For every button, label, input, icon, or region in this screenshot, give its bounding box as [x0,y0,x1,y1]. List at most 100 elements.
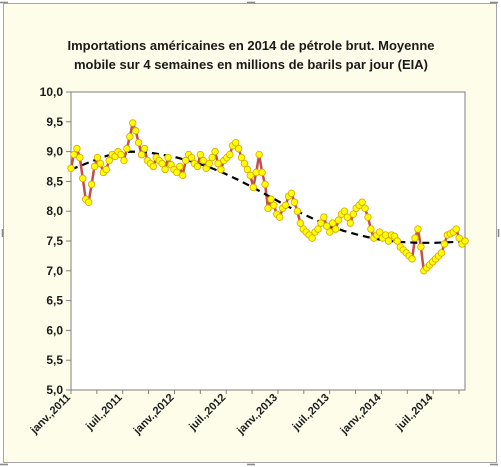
data-point [328,219,337,227]
data-point [120,156,128,165]
x-axis: janv.,2011 juil.,2011 janv.,2012 juil.,2012… [28,390,460,438]
data-point [384,237,393,245]
x-tick-label: janv.,2014 [338,391,384,437]
data-point [255,150,263,159]
data-point [102,165,110,174]
data-point [376,228,384,236]
data-point [187,153,196,162]
data-point [173,168,181,177]
y-tick-label: 7,0 [46,264,63,278]
x-tick-label: janv.,2011 [28,392,73,437]
data-point [246,171,255,180]
y-tick-label: 8,5 [46,174,63,188]
x-tick-label: juil.,2014 [393,391,436,434]
x-tick-label: juil.,2013 [290,392,332,434]
data-point [358,198,366,206]
data-point [308,234,316,242]
chart-title-line: Importations américaines en 2014 de pétr… [68,38,435,53]
data-point [361,204,369,212]
resize-handle-bottom[interactable] [247,463,255,466]
data-point [264,204,272,212]
data-point [261,180,269,189]
resize-handle-top-right[interactable] [490,1,498,4]
y-tick-label: 9,5 [46,115,63,129]
data-point [349,210,357,218]
data-point [214,159,222,168]
data-point [196,150,205,159]
data-point [90,162,99,171]
y-tick-label: 6,0 [46,323,63,337]
data-point [455,234,463,242]
data-point [408,255,416,263]
data-point [326,228,334,236]
data-point [217,165,225,174]
data-point [290,198,299,206]
data-point [287,189,296,198]
data-point [131,127,140,135]
data-point [199,156,208,165]
data-point [70,150,78,159]
data-point [367,225,375,233]
x-tick-label: janv.,2013 [234,392,280,438]
data-point [270,201,278,209]
x-tick-label: janv.,2012 [131,392,177,438]
y-tick-label: 5,5 [46,353,63,367]
data-point [440,240,449,248]
data-point [211,147,219,156]
data-point [96,159,105,168]
data-point [79,174,87,183]
data-point [129,119,137,127]
resize-handle-bottom-left[interactable] [0,463,8,466]
data-point [149,162,158,171]
data-point [417,243,425,251]
data-point [117,150,125,159]
data-point [334,216,343,224]
data-point [226,150,234,159]
resize-handle-bottom-right[interactable] [490,463,498,466]
data-point [293,207,302,215]
data-point [296,219,305,227]
data-point [76,153,84,162]
data-point [237,153,246,162]
data-point [134,138,143,147]
data-point [123,144,131,153]
chart-title-line: mobile sur 4 semaines en millions de bar… [74,57,428,72]
resize-handle-top-left[interactable] [0,1,8,4]
y-tick-label: 10,0 [40,85,64,99]
resize-handle-top[interactable] [247,1,255,4]
y-tick-label: 8,0 [46,204,63,218]
data-point [437,249,446,257]
series [67,119,469,275]
data-point [164,153,172,162]
chart-title: Importations américaines en 2014 de pétr… [68,38,435,72]
data-point [343,213,352,221]
data-point [314,225,322,233]
data-point [317,219,325,227]
data-point [234,144,243,153]
data-point [258,168,266,177]
y-axis: 5,0 5,5 6,0 6,5 7,0 7,5 8,0 8,5 9,0 9,5 10,0 [40,85,71,397]
data-point [176,162,184,171]
data-point [240,159,249,168]
data-point [340,207,349,215]
data-point [320,213,328,221]
resize-handle-left[interactable] [1,229,4,237]
data-point [105,156,113,165]
data-point [393,237,402,245]
data-point [461,237,469,245]
data-point [208,153,216,162]
data-point [93,153,102,162]
data-point [267,195,275,203]
resize-handle-right[interactable] [497,229,500,237]
data-point [243,165,252,174]
data-point [137,150,146,159]
data-point [414,225,422,233]
y-tick-label: 5,0 [46,383,63,397]
data-point [281,201,290,209]
data-point [364,213,372,221]
data-point [323,222,331,230]
y-tick-label: 6,5 [46,294,63,308]
data-point [179,171,187,180]
data-point [87,180,96,189]
data-point [276,213,284,221]
